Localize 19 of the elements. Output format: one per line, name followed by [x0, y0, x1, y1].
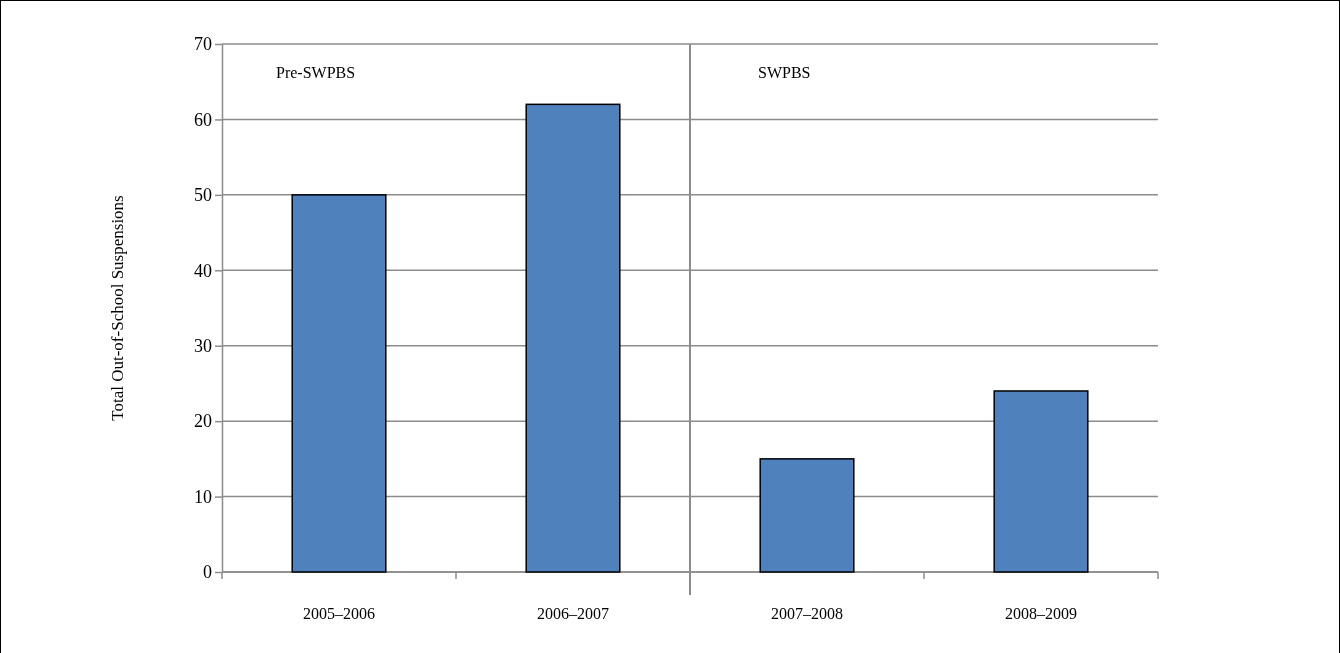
- x-tick-label: 2005–2006: [303, 605, 375, 622]
- y-tick-label: 60: [194, 109, 212, 130]
- y-tick-label: 0: [203, 562, 212, 583]
- bar: [759, 458, 855, 573]
- x-tick-label: 2008–2009: [1005, 605, 1077, 622]
- y-tick-label: 40: [194, 260, 212, 281]
- y-tick-label: 10: [194, 486, 212, 507]
- bar: [525, 103, 621, 573]
- y-tick-label: 20: [194, 411, 212, 432]
- bar: [993, 390, 1089, 573]
- annotation: SWPBS: [758, 64, 811, 81]
- annotation: Pre-SWPBS: [276, 64, 356, 81]
- bar: [291, 194, 387, 573]
- y-axis-title: Total Out-of-School Suspensions: [108, 195, 127, 421]
- y-tick-label: 70: [194, 34, 212, 55]
- y-tick-label: 50: [194, 185, 212, 206]
- y-tick-label: 30: [194, 335, 212, 356]
- x-tick-label: 2006–2007: [537, 605, 609, 622]
- x-tick-label: 2007–2008: [771, 605, 843, 622]
